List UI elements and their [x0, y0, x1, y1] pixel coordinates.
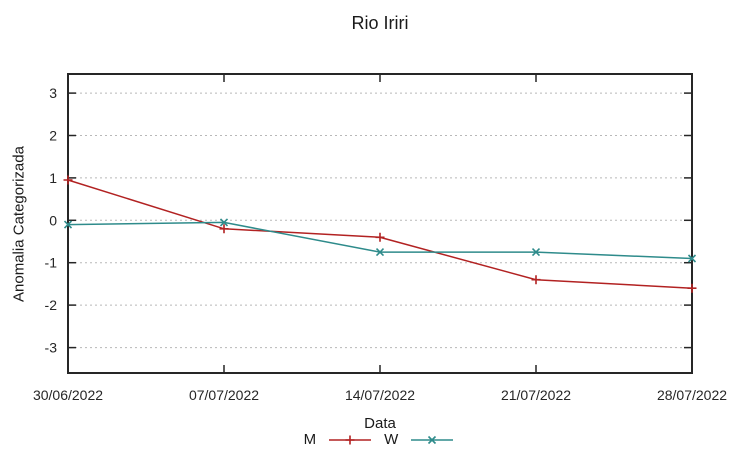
marker-cross: [63, 220, 73, 229]
legend-label-W: W: [384, 431, 399, 448]
y-tick-label: -1: [45, 255, 58, 271]
x-tick-label: 30/06/2022: [33, 387, 103, 403]
x-axis-label: Data: [364, 415, 396, 432]
marker-plus: [375, 232, 385, 242]
marker-plus: [219, 224, 229, 234]
x-tick-label: 07/07/2022: [189, 387, 259, 403]
marker-cross: [687, 254, 697, 263]
chart-title: Rio Iriri: [351, 13, 409, 33]
y-tick-label: 2: [49, 128, 57, 144]
legend-label-M: M: [303, 431, 317, 448]
marker-plus: [345, 435, 355, 445]
x-tick-label: 14/07/2022: [345, 387, 415, 403]
y-tick-label: 0: [49, 212, 57, 228]
y-tick-label: -3: [45, 340, 58, 356]
marker-cross: [428, 435, 437, 445]
legend-key-W: [411, 435, 454, 445]
y-tick-label: -2: [45, 297, 58, 313]
marker-cross: [219, 218, 229, 227]
y-tick-label: 3: [49, 85, 57, 101]
marker-cross: [375, 248, 385, 257]
marker-plus: [687, 283, 697, 293]
marker-plus: [63, 175, 73, 185]
marker-plus: [531, 275, 541, 285]
x-tick-label: 28/07/2022: [657, 387, 727, 403]
x-tick-label: 21/07/2022: [501, 387, 571, 403]
legend-key-M: [329, 435, 372, 445]
marker-cross: [531, 248, 541, 257]
y-tick-label: 1: [49, 170, 57, 186]
